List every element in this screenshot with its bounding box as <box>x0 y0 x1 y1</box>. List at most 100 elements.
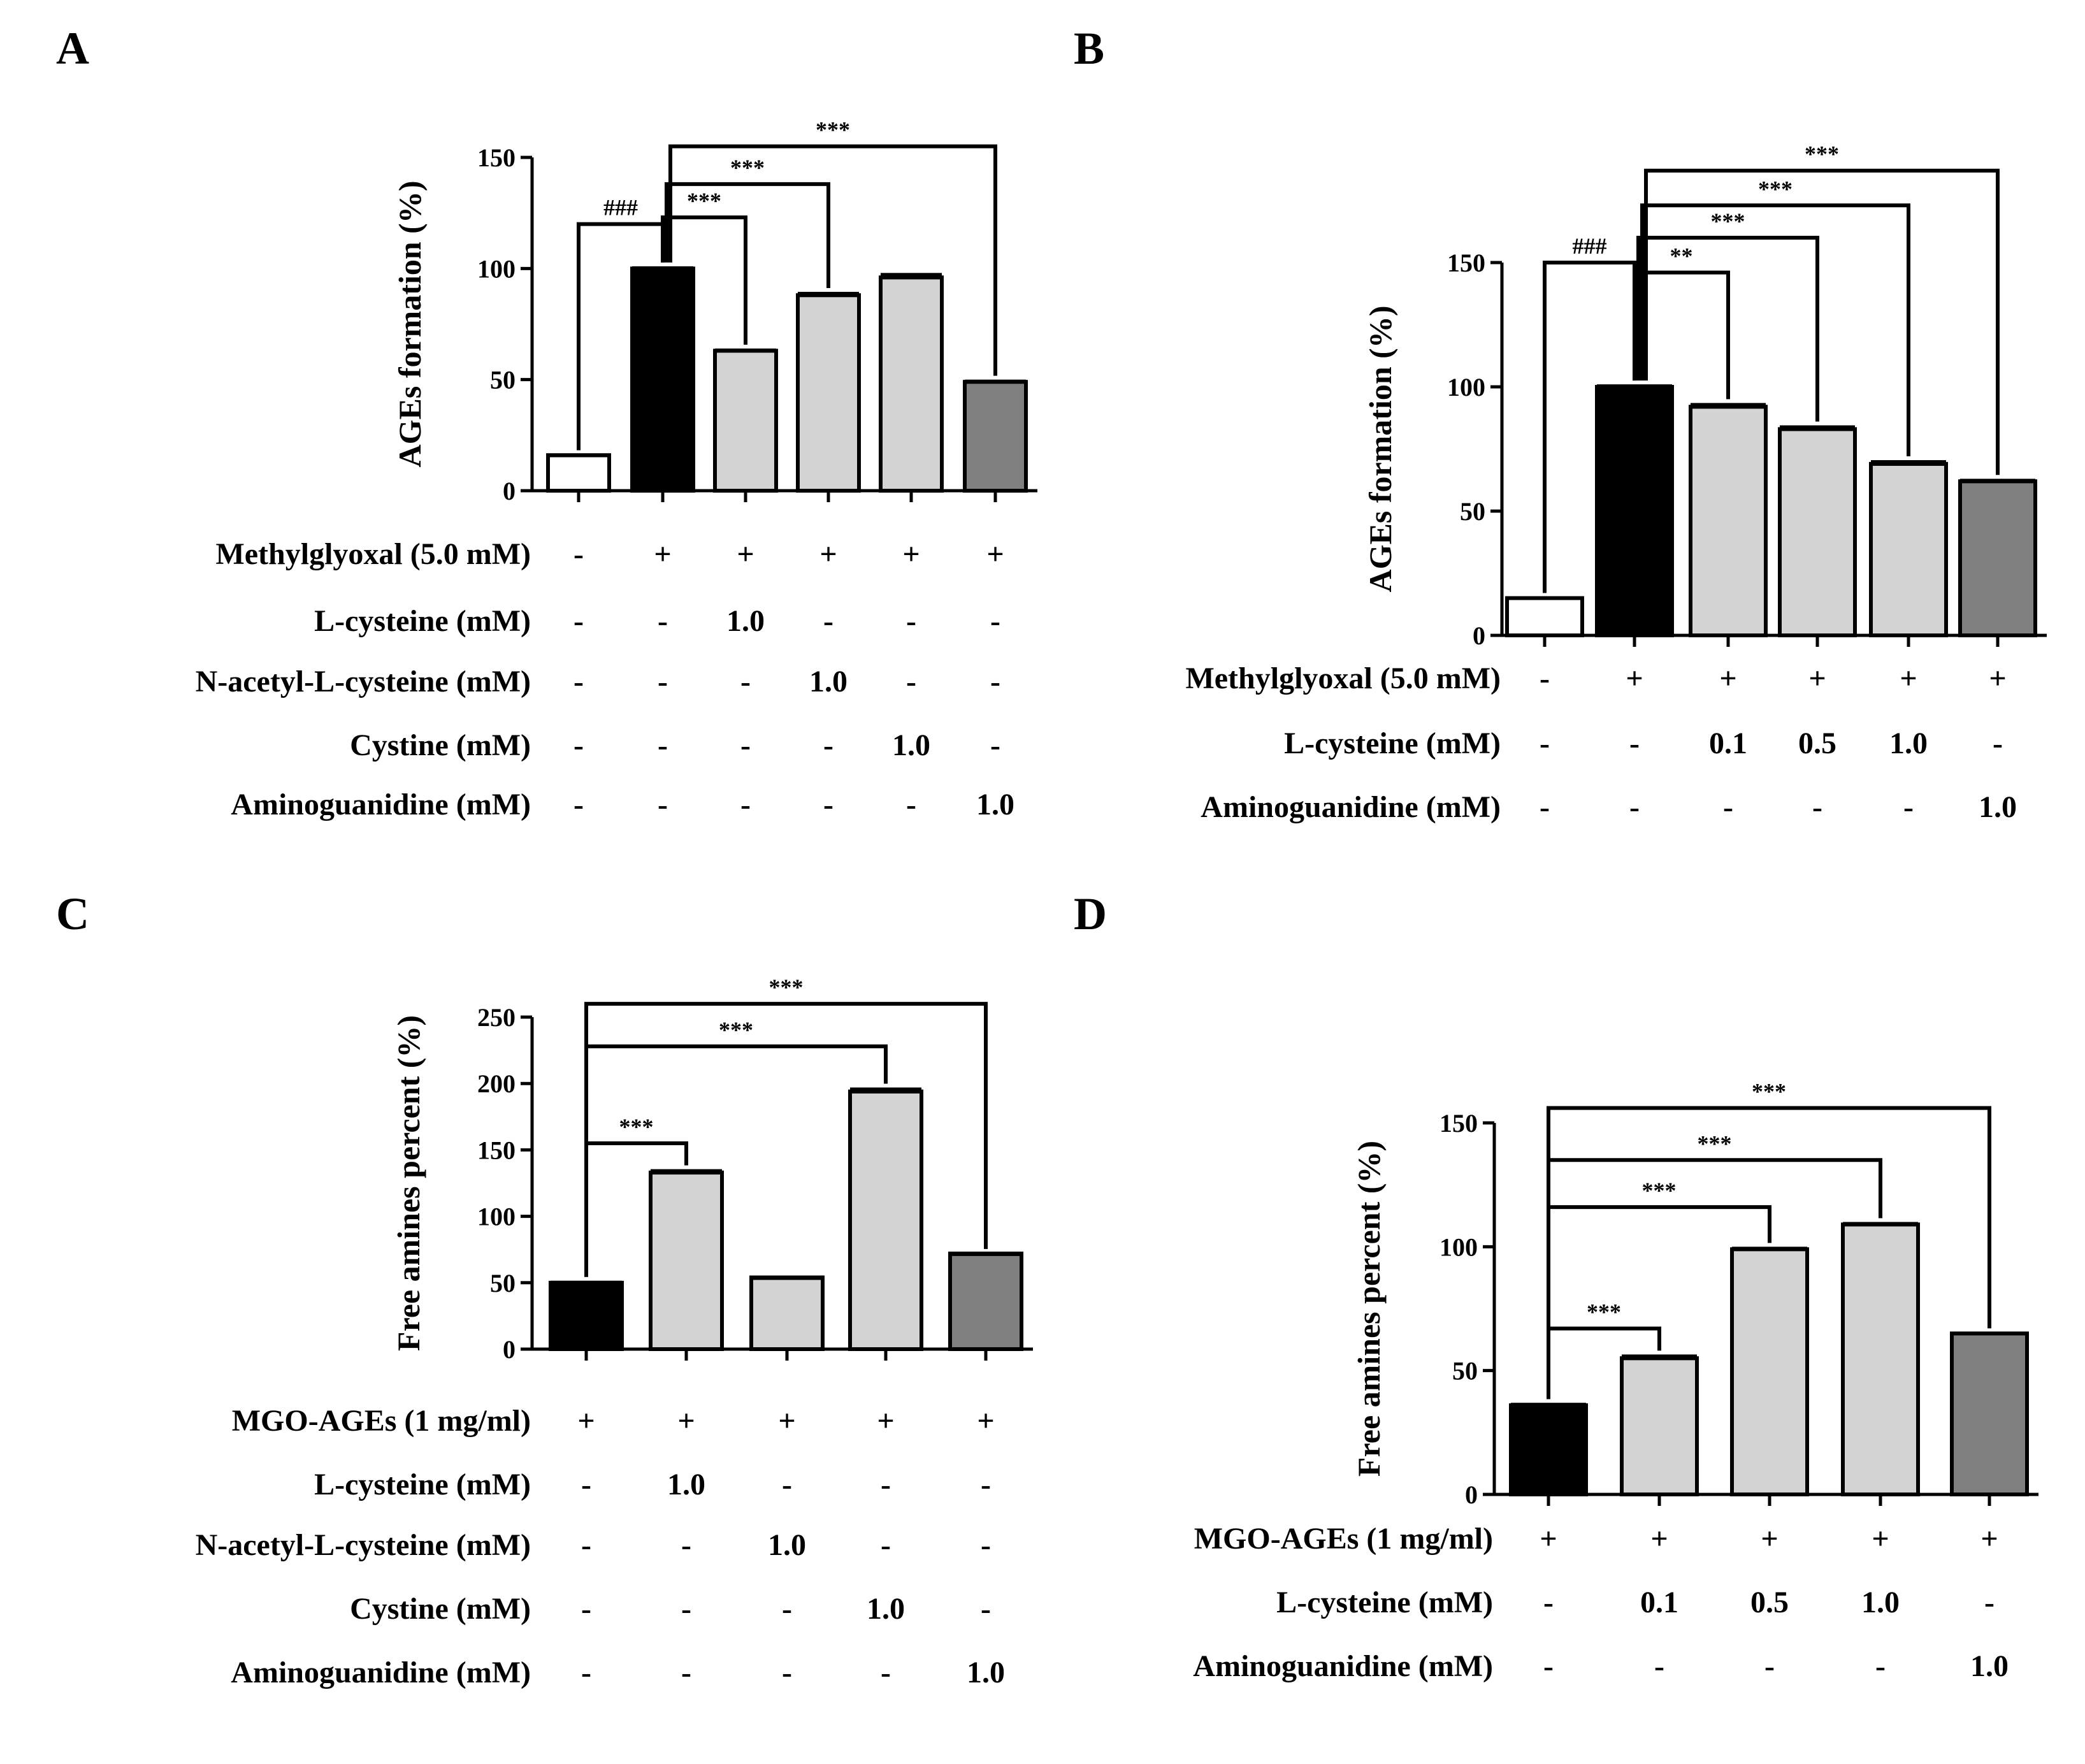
treatment-cell: - <box>1540 727 1550 760</box>
treatment-row-label: MGO-AGEs (1 mg/ml) <box>232 1404 531 1438</box>
significance-bracket <box>584 1044 888 1277</box>
significance-label: ** <box>1670 243 1693 269</box>
treatment-cell: 1.0 <box>1861 1586 1900 1619</box>
treatment-cell: - <box>1764 1649 1775 1683</box>
treatment-cell: - <box>658 788 668 821</box>
treatment-cell: - <box>981 1528 991 1562</box>
error-bar <box>1780 425 1855 431</box>
treatment-cell: - <box>1875 1649 1886 1683</box>
panel-d: D 0 50 100 150 Free amines percent (%) *** *** *… <box>1074 888 2038 1683</box>
panel-a: A 0 50 100 150 AGEs formation (%) ### *** *** ***… <box>56 23 1037 821</box>
treatment-cell: - <box>1812 790 1822 824</box>
error-bar <box>1960 479 2035 484</box>
significance-bracket <box>1547 1158 1882 1399</box>
treatment-row-label: N-acetyl-L-cysteine (mM) <box>196 1528 531 1562</box>
bar <box>549 1280 624 1352</box>
treatment-row-label: L-cysteine (mM) <box>1284 727 1501 760</box>
treatment-cell: - <box>881 1656 891 1689</box>
treatment-cell: + <box>778 1404 795 1438</box>
error-bar <box>751 1276 823 1280</box>
treatment-cell: + <box>1626 662 1643 695</box>
treatment-cell: - <box>581 1528 591 1562</box>
treatment-cell: - <box>1723 790 1733 824</box>
significance-label: *** <box>1805 141 1839 167</box>
treatment-cell: - <box>681 1592 691 1626</box>
significance-bracket <box>1640 203 1910 457</box>
significance-label: *** <box>769 974 804 1000</box>
treatment-cell: - <box>574 665 584 698</box>
bar <box>749 1275 825 1351</box>
treatment-cell: 0.1 <box>1640 1586 1678 1619</box>
y-tick-label: 150 <box>477 143 516 172</box>
bar <box>1509 1403 1588 1497</box>
treatment-row-label: Aminoguanidine (mM) <box>1193 1649 1493 1683</box>
significance-label: *** <box>1587 1299 1621 1325</box>
treatment-cell: - <box>906 788 916 821</box>
bar <box>1620 1356 1699 1497</box>
bar <box>1730 1247 1809 1496</box>
significance-label: *** <box>1752 1079 1786 1104</box>
y-tick-label: 50 <box>490 366 516 394</box>
treatment-row-label: Methylglyoxal (5.0 mM) <box>1185 662 1501 695</box>
treatment-row-label: Methylglyoxal (5.0 mM) <box>215 537 531 571</box>
treatment-cell: 1.0 <box>1970 1649 2009 1683</box>
bar <box>1950 1331 2029 1497</box>
treatment-cell: + <box>1872 1522 1889 1556</box>
y-tick-label: 0 <box>503 477 516 505</box>
treatment-cell: - <box>574 788 584 821</box>
significance-label: *** <box>687 188 721 213</box>
treatment-cell: - <box>823 788 833 821</box>
treatment-cell: + <box>1540 1522 1557 1556</box>
treatment-cell: - <box>740 788 751 821</box>
y-axis-title: Free amines percent (%) <box>1351 1141 1387 1477</box>
bar <box>1778 427 1857 637</box>
y-tick-label: 0 <box>1473 621 1485 650</box>
treatment-cell: + <box>677 1404 695 1438</box>
treatment-cell: - <box>823 728 833 762</box>
treatment-cell: - <box>574 604 584 638</box>
error-bar <box>965 379 1026 384</box>
treatment-cell: + <box>877 1404 894 1438</box>
error-bar <box>548 454 609 458</box>
treatment-cell: - <box>1903 790 1914 824</box>
error-bar <box>881 273 942 280</box>
treatment-row-label: N-acetyl-L-cysteine (mM) <box>196 665 531 698</box>
error-bar <box>850 1087 921 1094</box>
treatment-cell: - <box>658 604 668 638</box>
treatment-cell: 1.0 <box>809 665 848 698</box>
significance-bracket <box>1633 270 1730 400</box>
error-bar <box>1871 460 1946 466</box>
treatment-cell: - <box>1629 790 1640 824</box>
treatment-cell: - <box>681 1656 691 1689</box>
y-tick-label: 50 <box>1460 497 1485 526</box>
treatment-cell: - <box>574 537 584 571</box>
treatment-cell: - <box>1543 1586 1554 1619</box>
significance-label: *** <box>719 1017 753 1043</box>
treatment-cell: - <box>658 728 668 762</box>
treatment-cell: 1.0 <box>976 788 1014 821</box>
error-bar <box>1843 1222 1918 1227</box>
y-tick-label: 0 <box>1465 1480 1478 1509</box>
error-bar <box>1507 596 1582 600</box>
treatment-cell: - <box>823 604 833 638</box>
treatment-cell: 0.5 <box>1750 1586 1789 1619</box>
bar <box>1841 1222 1920 1497</box>
y-tick-label: 100 <box>477 1203 516 1231</box>
bar <box>879 275 944 493</box>
treatment-cell: - <box>1543 1649 1554 1683</box>
significance-bracket <box>1547 1106 1991 1399</box>
treatment-cell: + <box>1808 662 1826 695</box>
treatment-row-label: Cystine (mM) <box>350 1592 531 1626</box>
treatment-cell: + <box>1980 1522 1998 1556</box>
bar <box>1958 479 2037 638</box>
y-tick-label: 150 <box>1447 249 1485 277</box>
treatment-cell: 1.0 <box>1979 790 2017 824</box>
significance-bracket <box>661 215 747 345</box>
y-axis-title: AGEs formation (%) <box>1362 306 1398 593</box>
treatment-cell: - <box>1540 790 1550 824</box>
panel-letter: B <box>1074 23 1104 74</box>
error-bar <box>1622 1354 1697 1361</box>
treatment-cell: 1.0 <box>967 1656 1005 1689</box>
treatment-cell: - <box>1540 662 1550 695</box>
